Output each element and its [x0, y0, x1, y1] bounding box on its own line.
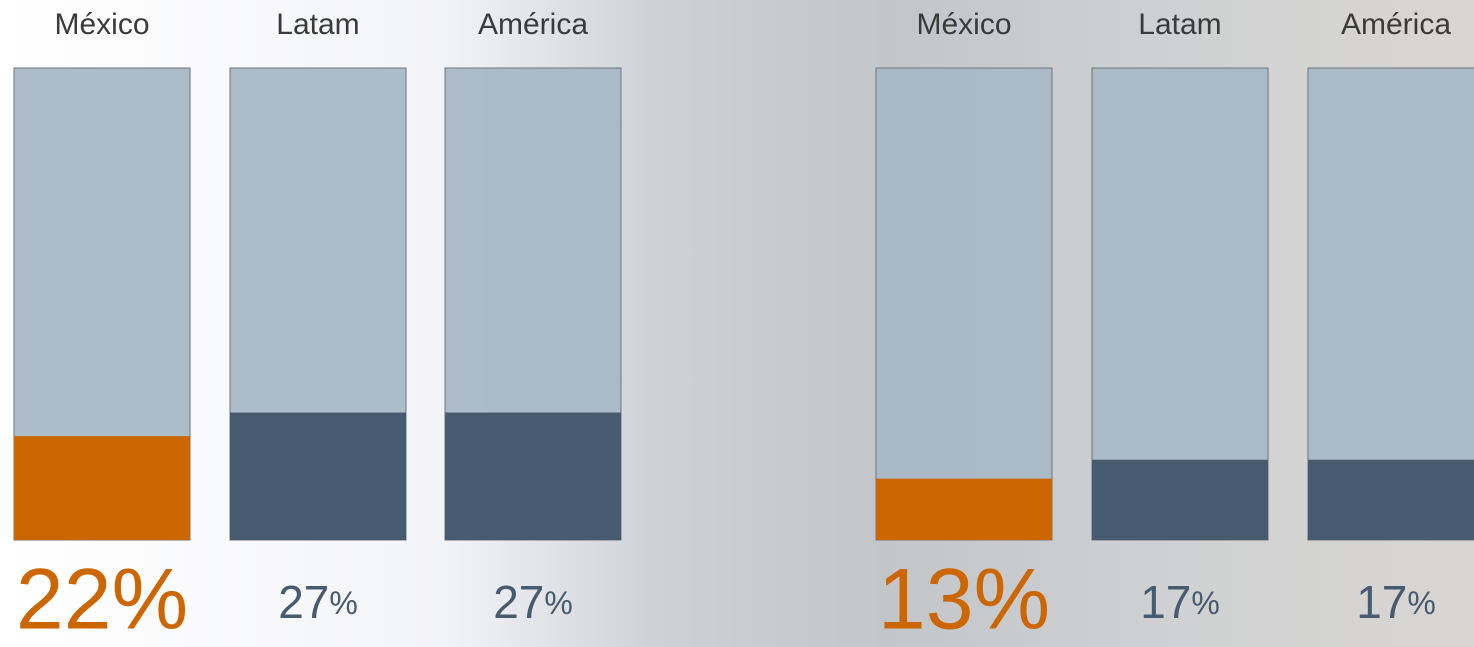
category-label: Latam [276, 8, 359, 41]
bar [14, 436, 190, 540]
category-label: Latam [1138, 8, 1221, 41]
bar [876, 478, 1052, 540]
value-label: 27% [278, 576, 358, 628]
category-label: México [54, 8, 149, 41]
category-label: México [916, 8, 1011, 41]
bar [1308, 459, 1474, 540]
value-label: 17% [1140, 576, 1220, 628]
category-label: América [1341, 8, 1451, 41]
category-label: América [478, 8, 588, 41]
bar-track [875, 67, 1053, 541]
value-label: 13% [878, 552, 1050, 647]
value-label: 27% [493, 576, 573, 628]
bar [230, 412, 406, 540]
bar [445, 412, 621, 540]
bar [1092, 459, 1268, 540]
value-label: 22% [16, 552, 188, 647]
value-label: 17% [1356, 576, 1436, 628]
